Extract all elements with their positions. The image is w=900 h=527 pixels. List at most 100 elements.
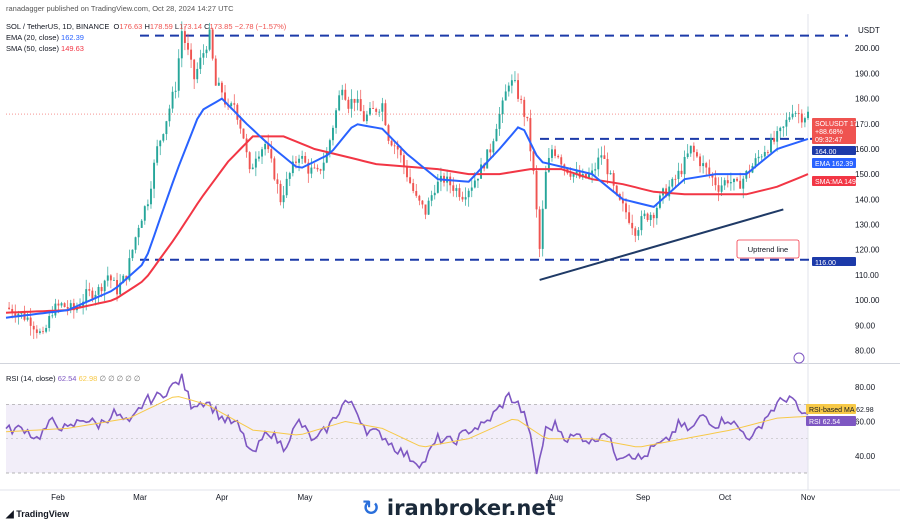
level-116-tag: 116.00 (812, 257, 856, 267)
sma-tag-text: SMA:MA 149.63 (815, 179, 866, 186)
currency-label[interactable]: USDT (858, 26, 880, 35)
candle-body (467, 190, 470, 198)
time-tick-label: Oct (719, 493, 732, 502)
candle-body (551, 149, 553, 158)
candle-body (591, 170, 594, 175)
candle-body (140, 220, 143, 228)
ema-tag-text: EMA 162.39 (815, 161, 853, 168)
level-164-tag-bg (812, 146, 856, 155)
rsi-tag: RSI 62.54 (806, 416, 856, 426)
tradingview-logo[interactable]: ◢ TradingView (6, 509, 70, 520)
candle-body (276, 179, 279, 184)
watermark-text: ↻ iranbroker.net (362, 496, 556, 520)
candle-body (190, 49, 193, 60)
candle-body (406, 166, 408, 178)
ema20-line (5, 97, 809, 319)
candle-body (171, 91, 174, 109)
candle-body (316, 167, 319, 170)
annotation-box (736, 239, 800, 259)
rsi-tag-text: RSI 62.54 (809, 419, 840, 426)
time-tick-label: May (297, 493, 312, 502)
symbol-label[interactable]: SOL / TetherUS, 1D, BINANCE (6, 22, 110, 31)
last-price-tag-text: 09:32:47 (815, 137, 842, 144)
candle-body (301, 155, 304, 159)
uptrend-line (539, 208, 784, 281)
candle-body (220, 82, 223, 93)
candle-body (597, 157, 600, 170)
candle-body (347, 99, 350, 109)
candle-body (621, 199, 624, 204)
candle-body (322, 162, 325, 171)
candle-body (640, 216, 643, 231)
price-tick-label: 170.00 (855, 120, 880, 129)
sma-legend[interactable]: SMA (50, close) 149.63 (6, 44, 84, 53)
low-value: 173.14 (179, 22, 203, 31)
candle-body (372, 108, 375, 109)
ema-legend[interactable]: EMA (20, close) 162.39 (6, 33, 84, 42)
candle-body (294, 161, 297, 163)
annotation-text: Uptrend line (748, 245, 788, 254)
price-tick-label: 100.00 (855, 296, 880, 305)
rsi-legend[interactable]: RSI (14, close) 62.54 62.98 ∅ ∅ ∅ ∅ ∅ (6, 374, 141, 383)
candle-body (600, 155, 603, 158)
candle-body (655, 207, 658, 219)
candle-body (91, 290, 94, 299)
price-tick-label: 110.00 (855, 271, 879, 280)
candle-body (304, 155, 307, 163)
last-price-tag-bg (812, 118, 856, 144)
candle-body (146, 204, 149, 207)
candle-body (180, 31, 183, 59)
candle-body (350, 98, 353, 109)
candle-body (202, 53, 205, 58)
candle-body (143, 206, 146, 221)
high-value: 178.59 (149, 22, 173, 31)
candle-body (38, 331, 41, 333)
rsi-tick-label: 80.00 (855, 383, 876, 392)
candle-body (177, 58, 180, 91)
candle-body (424, 204, 427, 215)
candle-body (94, 294, 97, 299)
time-tick-label: Feb (51, 493, 65, 502)
candle-body (492, 141, 495, 153)
candle-body (264, 144, 267, 150)
candle-body (523, 99, 526, 117)
candle-body (60, 303, 63, 306)
lightning-icon (793, 352, 805, 364)
candle-body (430, 195, 433, 201)
candle-body (242, 128, 245, 139)
candle-body (313, 167, 316, 169)
candle-body (754, 158, 757, 166)
candle-body (236, 104, 239, 120)
candle-body (538, 209, 541, 249)
level-164-tag: 164.00 (812, 146, 856, 156)
rsi-ma-tag: RSI-based MA 62.98 (806, 404, 874, 414)
candle-body (646, 213, 649, 221)
level-116-tag-bg (812, 257, 856, 266)
candle-body (677, 170, 680, 180)
candle-body (504, 91, 507, 101)
candle-body (791, 113, 794, 118)
candle-body (233, 103, 236, 105)
candle-body (464, 197, 467, 200)
candle-body (631, 222, 634, 229)
last-price-tag-text: SOLUSDT 173.85 (815, 121, 871, 128)
candle-body (415, 190, 418, 196)
candle-body (615, 185, 618, 195)
candle-body (418, 195, 421, 201)
candle-body (770, 138, 772, 153)
candle-body (683, 156, 686, 175)
time-tick-label: Nov (801, 493, 815, 502)
candle-body (267, 144, 270, 150)
candle-body (214, 58, 217, 86)
candle-body (489, 149, 492, 153)
candle-body (273, 158, 276, 180)
candle-body (634, 228, 637, 236)
candle-body (396, 145, 399, 150)
candle-body (325, 152, 328, 163)
candle-body (378, 111, 381, 113)
candle-body (282, 195, 285, 203)
change-value: −2.78 (−1.57%) (234, 22, 287, 31)
candle-body (495, 128, 498, 142)
candle-body (674, 178, 677, 180)
